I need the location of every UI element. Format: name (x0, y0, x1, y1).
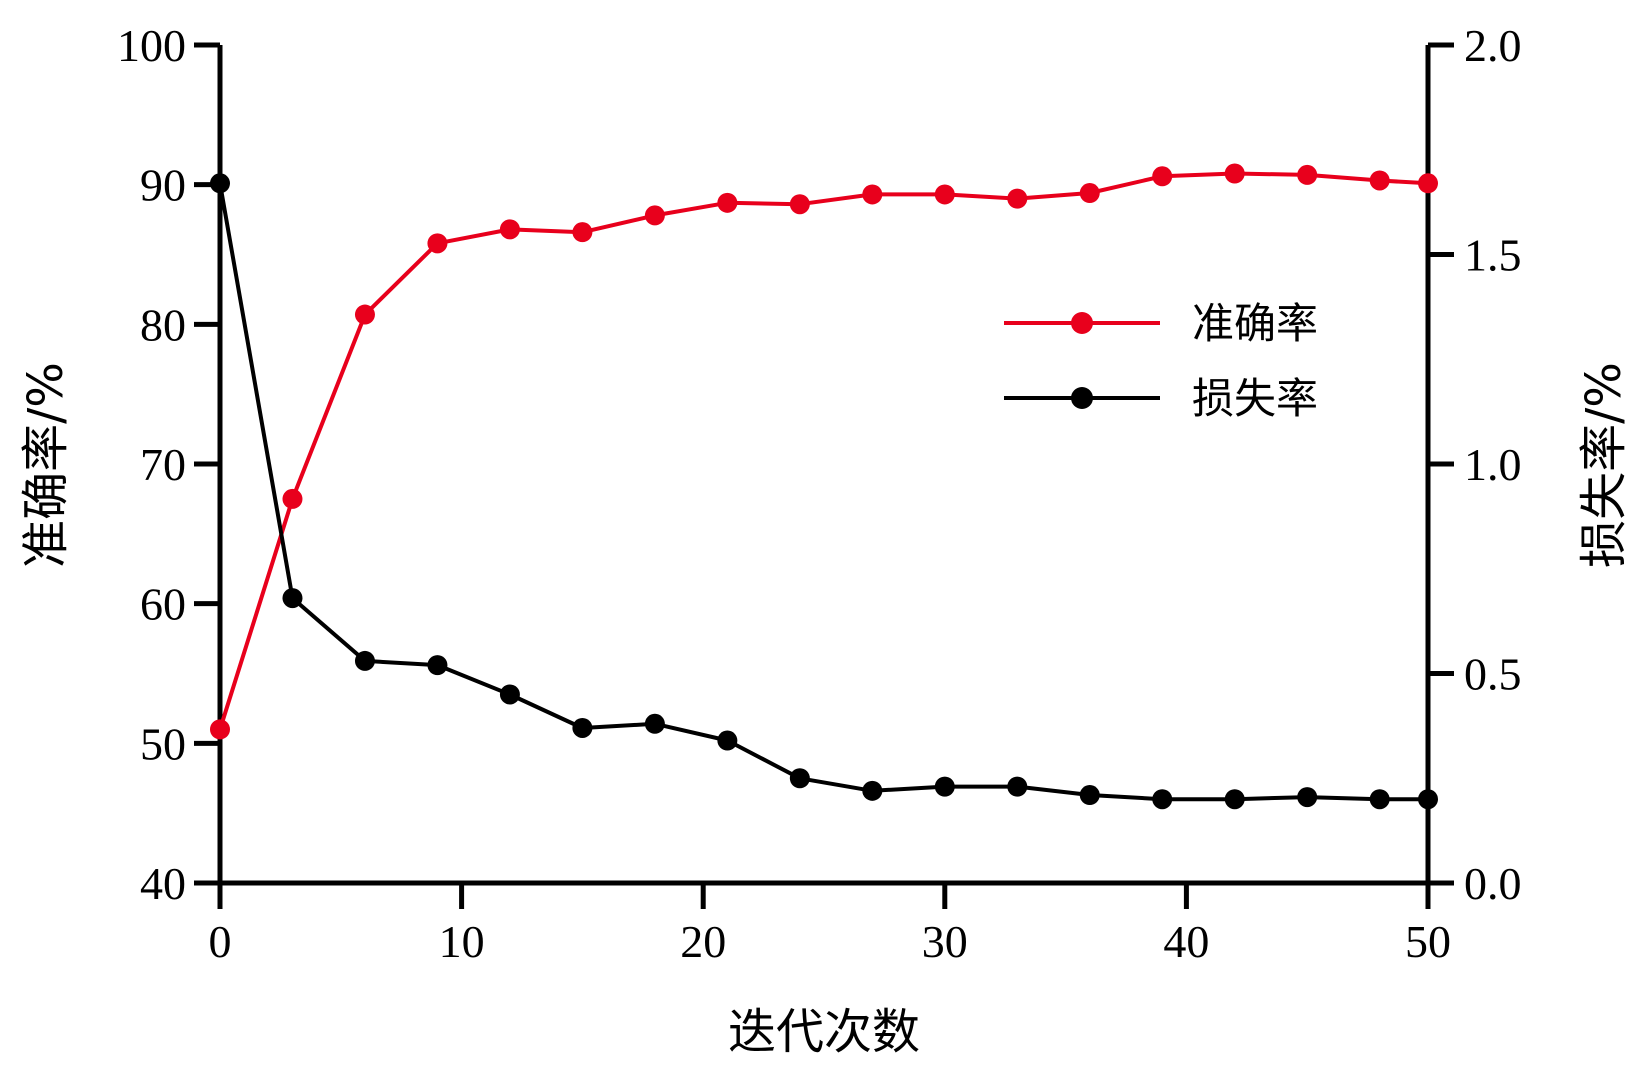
legend-label-loss: 损失率 (1192, 374, 1318, 423)
right-tick-label: 2.0 (1464, 20, 1522, 71)
data-point (427, 233, 448, 254)
x-tick-label: 10 (439, 916, 485, 967)
left-tick-label: 50 (140, 718, 186, 769)
x-axis-label: 迭代次数 (728, 1004, 920, 1060)
x-tick-label: 40 (1163, 916, 1209, 967)
right-tick-label: 1.5 (1464, 230, 1522, 281)
data-point (789, 194, 810, 215)
left-tick-label: 90 (140, 160, 186, 211)
data-point (644, 713, 665, 734)
data-point (1418, 173, 1438, 194)
data-point (1152, 166, 1173, 187)
data-point (210, 173, 230, 194)
left-tick-label: 80 (140, 299, 186, 350)
data-point (1418, 789, 1438, 810)
data-point (572, 717, 593, 738)
data-point (1369, 170, 1390, 191)
y-axis-right-label: 损失率/% (1576, 362, 1632, 568)
x-tick-label: 0 (209, 916, 232, 967)
data-point (354, 650, 375, 671)
right-axis-ticks: 0.0 0.5 1.0 1.5 2.0 (1428, 20, 1522, 909)
data-point (1297, 787, 1318, 808)
data-point (1224, 789, 1245, 810)
right-tick-label: 0.0 (1464, 858, 1522, 909)
series-layer (210, 163, 1438, 810)
data-point (1224, 163, 1245, 184)
data-point (499, 219, 520, 240)
data-point (1079, 785, 1100, 806)
data-point (427, 655, 448, 676)
x-tick-label: 30 (922, 916, 968, 967)
series-line (218, 171, 1429, 731)
data-point (499, 684, 520, 705)
data-point (1369, 789, 1390, 810)
data-point (934, 776, 955, 797)
data-point (862, 780, 883, 801)
left-tick-label: 60 (140, 579, 186, 630)
data-point (1007, 776, 1028, 797)
data-point (644, 205, 665, 226)
data-point (1297, 164, 1318, 185)
data-point (934, 184, 955, 205)
data-point (282, 588, 303, 609)
left-tick-label: 100 (117, 20, 186, 71)
data-point (210, 719, 230, 740)
data-point (717, 192, 738, 213)
series-accuracy (210, 163, 1438, 740)
x-tick-label: 20 (680, 916, 726, 967)
data-point (789, 768, 810, 789)
legend-item-accuracy: 准确率 (1004, 299, 1318, 348)
legend-label-accuracy: 准确率 (1192, 299, 1318, 348)
right-tick-label: 0.5 (1464, 649, 1522, 700)
x-axis-ticks: 0 10 20 30 40 50 (209, 883, 1451, 967)
data-point (282, 488, 303, 509)
y-axis-left-label: 准确率/% (18, 362, 74, 568)
plot-frame (217, 45, 1431, 886)
series-line (218, 182, 1428, 802)
x-tick-label: 50 (1405, 916, 1451, 967)
data-point (717, 730, 738, 751)
data-point (1152, 789, 1173, 810)
series-loss (210, 173, 1438, 810)
left-tick-label: 40 (140, 858, 186, 909)
data-point (1079, 183, 1100, 204)
data-point (1007, 188, 1028, 209)
right-tick-label: 1.0 (1464, 439, 1522, 490)
left-axis-ticks: 40 50 60 70 80 90 100 (117, 20, 220, 909)
legend-item-loss: 损失率 (1004, 374, 1318, 423)
legend: 准确率 损失率 (1004, 299, 1318, 423)
left-tick-label: 70 (140, 439, 186, 490)
data-point (862, 184, 883, 205)
data-point (354, 304, 375, 325)
data-point (572, 222, 593, 243)
